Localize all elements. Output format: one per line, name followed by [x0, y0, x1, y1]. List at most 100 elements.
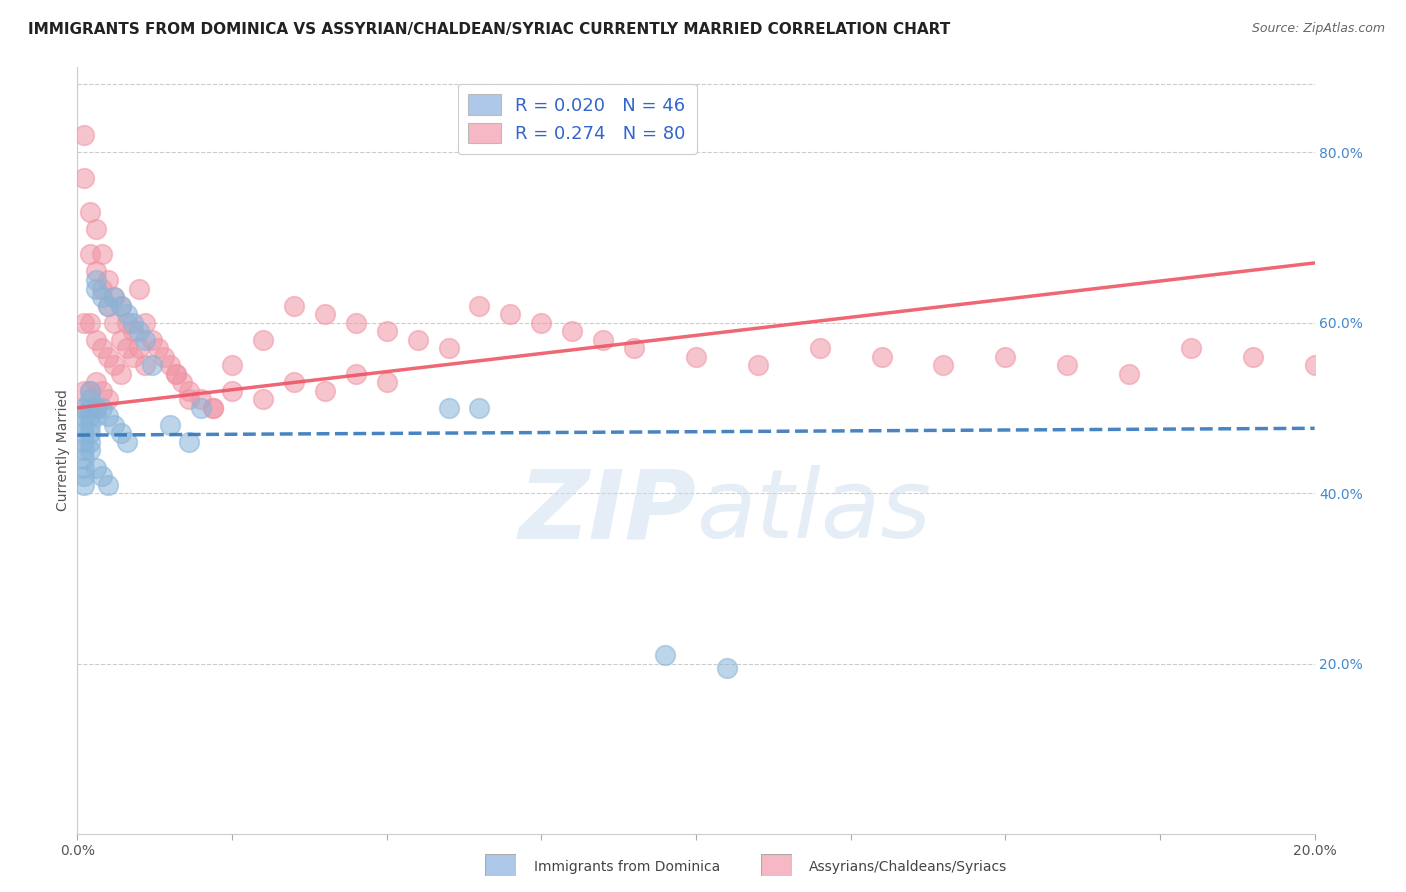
Point	[72, 434, 94, 449]
Point	[437, 401, 460, 415]
Point	[79, 247, 101, 261]
Point	[72, 409, 94, 424]
Point	[91, 290, 114, 304]
Legend: R = 0.020   N = 46, R = 0.274   N = 80: R = 0.020 N = 46, R = 0.274 N = 80	[457, 84, 696, 154]
Point	[110, 299, 132, 313]
Point	[128, 341, 150, 355]
Point	[79, 417, 101, 432]
Point	[134, 358, 156, 372]
Point	[110, 367, 132, 381]
Point	[103, 316, 125, 330]
Point	[91, 401, 114, 415]
Point	[654, 648, 676, 662]
Point	[103, 417, 125, 432]
Point	[190, 401, 212, 415]
Point	[468, 401, 491, 415]
Point	[84, 281, 107, 295]
Point	[153, 350, 176, 364]
Point	[84, 401, 107, 415]
Point	[172, 376, 194, 390]
Point	[72, 477, 94, 491]
Point	[1241, 350, 1264, 364]
Point	[79, 409, 101, 424]
Point	[159, 417, 181, 432]
Point	[177, 392, 200, 407]
Point	[79, 384, 101, 398]
Point	[314, 384, 336, 398]
Point	[91, 384, 114, 398]
Point	[344, 316, 367, 330]
Text: atlas: atlas	[696, 466, 931, 558]
Point	[79, 426, 101, 441]
Point	[72, 452, 94, 467]
Point	[202, 401, 225, 415]
Point	[72, 426, 94, 441]
Point	[128, 281, 150, 295]
Point	[79, 401, 101, 415]
Point	[437, 341, 460, 355]
Point	[72, 460, 94, 475]
Point	[375, 324, 398, 338]
Point	[994, 350, 1017, 364]
Point	[530, 316, 553, 330]
Point	[252, 333, 274, 347]
Point	[747, 358, 769, 372]
Point	[685, 350, 707, 364]
Point	[716, 661, 738, 675]
Point	[128, 324, 150, 338]
Point	[134, 316, 156, 330]
Point	[122, 324, 145, 338]
Text: Immigrants from Dominica: Immigrants from Dominica	[534, 860, 720, 874]
Text: Assyrians/Chaldeans/Syriacs: Assyrians/Chaldeans/Syriacs	[808, 860, 1007, 874]
Point	[84, 273, 107, 287]
Y-axis label: Currently Married: Currently Married	[56, 390, 70, 511]
Point	[97, 350, 120, 364]
Point	[499, 307, 522, 321]
Point	[84, 460, 107, 475]
Point	[1180, 341, 1202, 355]
Point	[110, 426, 132, 441]
Point	[110, 333, 132, 347]
Point	[79, 443, 101, 458]
Point	[103, 290, 125, 304]
Point	[72, 384, 94, 398]
Point	[141, 333, 163, 347]
Point	[283, 376, 305, 390]
Point	[84, 222, 107, 236]
Text: ZIP: ZIP	[517, 466, 696, 558]
Point	[1303, 358, 1326, 372]
Point	[97, 392, 120, 407]
Point	[314, 307, 336, 321]
Point	[72, 417, 94, 432]
Point	[84, 401, 107, 415]
Point	[122, 316, 145, 330]
Point	[221, 358, 243, 372]
Point	[375, 376, 398, 390]
Point	[91, 341, 114, 355]
Point	[190, 392, 212, 407]
Point	[79, 392, 101, 407]
Point	[72, 316, 94, 330]
Point	[141, 358, 163, 372]
Point	[1056, 358, 1078, 372]
Point	[159, 358, 181, 372]
Point	[344, 367, 367, 381]
Point	[72, 128, 94, 142]
Point	[91, 281, 114, 295]
Point	[134, 333, 156, 347]
Point	[84, 264, 107, 278]
Point	[146, 341, 169, 355]
Point	[283, 299, 305, 313]
Point	[91, 469, 114, 483]
Point	[97, 477, 120, 491]
Point	[84, 376, 107, 390]
Point	[122, 350, 145, 364]
Point	[177, 434, 200, 449]
Point	[97, 299, 120, 313]
Point	[221, 384, 243, 398]
Point	[72, 401, 94, 415]
Text: Source: ZipAtlas.com: Source: ZipAtlas.com	[1251, 22, 1385, 36]
Point	[406, 333, 429, 347]
Point	[84, 333, 107, 347]
Point	[79, 384, 101, 398]
